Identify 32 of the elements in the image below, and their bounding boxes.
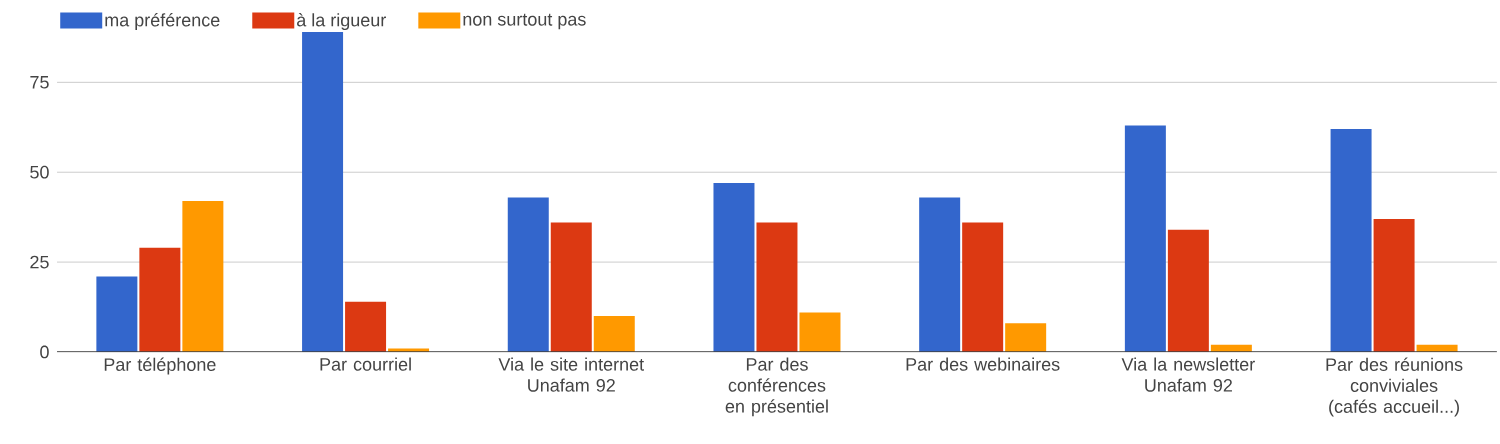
bar <box>799 312 841 352</box>
legend-label: ma préférence <box>105 13 220 31</box>
bar <box>713 183 755 352</box>
legend-label: non surtout pas <box>463 13 586 30</box>
legend-label: à la rigueur <box>297 13 386 31</box>
bar <box>182 200 224 352</box>
bar <box>1330 129 1372 352</box>
bar <box>1373 218 1415 352</box>
bar <box>550 222 592 352</box>
x-tick-label: Par téléphone <box>104 357 216 375</box>
bar <box>593 316 635 352</box>
x-tick-label: Par courriel <box>320 357 411 371</box>
bar <box>919 197 961 352</box>
x-tick-label: Via la newsletter Unafam 92 <box>1121 357 1255 392</box>
y-tick-label: 25 <box>30 255 49 269</box>
bar <box>507 197 549 352</box>
x-tick-label: Par des conférences en présentiel <box>725 357 828 417</box>
y-tick-label: 75 <box>30 76 49 89</box>
x-tick-label: Via le site internet Unafam 92 <box>498 357 644 392</box>
bar <box>1124 125 1166 352</box>
x-tick-label: Par des webinaires <box>906 357 1060 371</box>
bar <box>756 222 798 352</box>
y-tick-label: 0 <box>40 345 49 359</box>
bar <box>345 301 387 352</box>
bar <box>962 222 1004 352</box>
y-tick-label: 50 <box>30 165 49 179</box>
bar <box>302 32 344 352</box>
bar <box>1005 323 1047 352</box>
x-tick-label: Par des réunions conviviales (cafés accueil...) <box>1326 357 1463 417</box>
bar <box>1167 229 1209 352</box>
bar <box>96 276 138 352</box>
bar <box>139 247 181 352</box>
